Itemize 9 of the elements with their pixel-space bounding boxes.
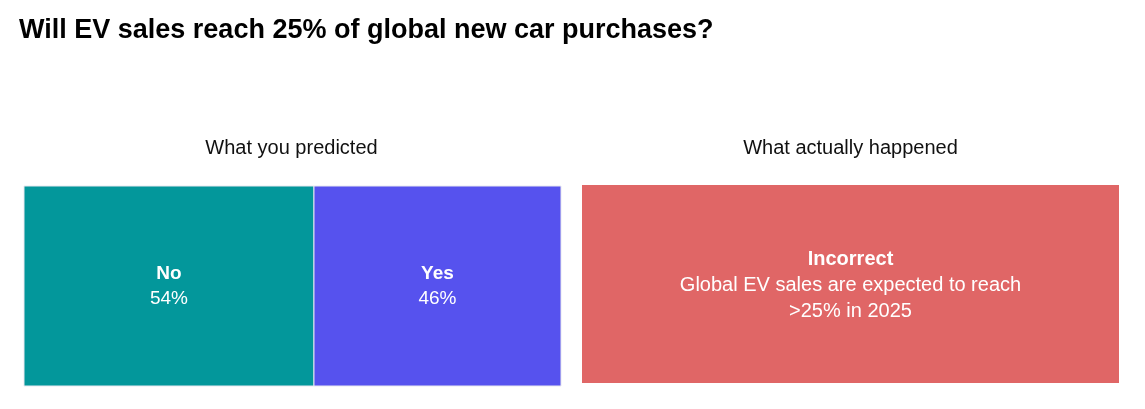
data-label: 54% [149, 287, 189, 308]
text: Incorrect [807, 246, 894, 271]
series-label: Yes [421, 262, 454, 283]
series-label: No [156, 262, 182, 283]
text: Global EV sales are expected to reach >25% in 2025 [678, 272, 1023, 323]
data-label: 46% [418, 287, 457, 308]
text: What actually happened [742, 136, 959, 159]
chart-subtitle: What you predicted [204, 136, 379, 159]
chart-title: Will EV sales reach 25% of global new car purchases? [19, 14, 714, 45]
